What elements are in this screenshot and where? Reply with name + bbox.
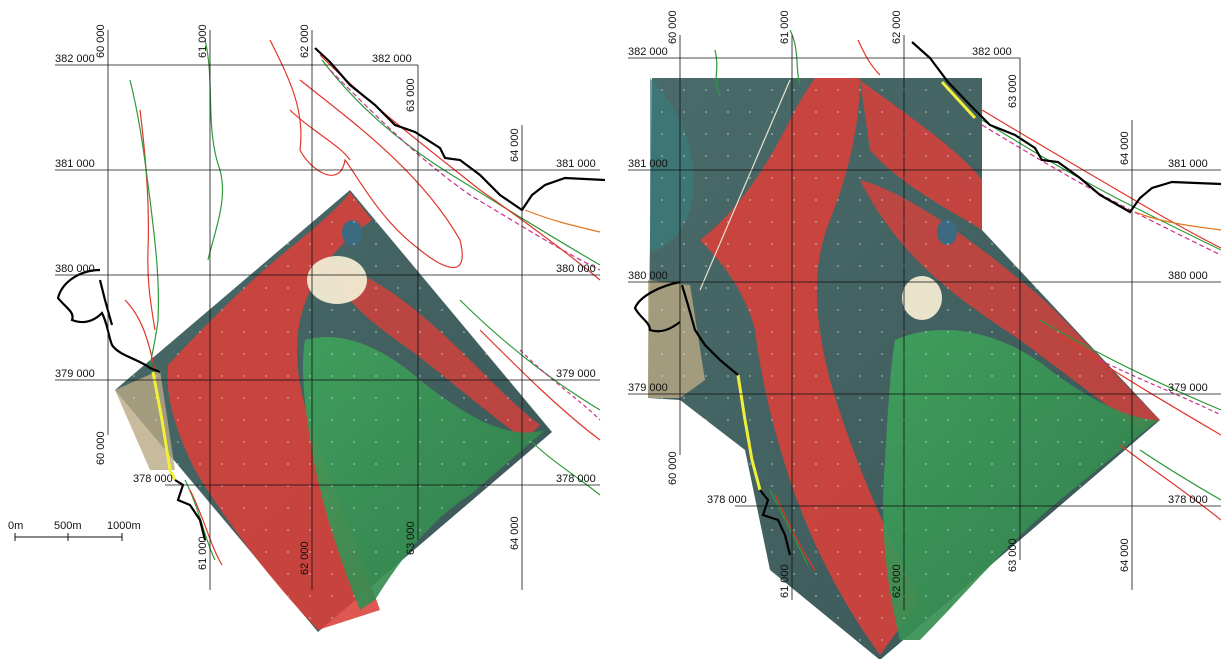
right-coastline-south: [759, 489, 792, 556]
left-contour-orange: [524, 209, 601, 233]
left-coastline-west: [56, 268, 161, 374]
left-northing-label-right: 379 000: [556, 368, 596, 380]
left-grid: [55, 30, 600, 590]
right-grid: [628, 35, 1221, 610]
right-easting-label-bottom: 64 000: [1119, 538, 1131, 572]
left-easting-label-bottom: 63 000: [405, 521, 417, 555]
left-map: 382 000 381 000 380 000 379 000 378 000 …: [8, 24, 606, 632]
right-easting-label-bottom: 61 000: [779, 564, 791, 598]
right-northing-label-right: 382 000: [972, 46, 1012, 58]
left-easting-label-bottom: 64 000: [509, 516, 521, 550]
right-overlay-yellow-north: [940, 80, 977, 120]
right-contour-green-nw: [714, 49, 721, 96]
right-easting-label: 60 000: [667, 10, 679, 44]
right-overlay-transect: [699, 79, 791, 291]
right-contour-red-sw: [774, 494, 816, 571]
right-northing-label: 378 000: [707, 494, 747, 506]
right-easting-label-bottom: 60 000: [667, 451, 679, 485]
scale-bar-label: 500m: [54, 520, 82, 532]
right-coastline-inlet: [680, 284, 739, 376]
right-easting-label: 64 000: [1119, 131, 1131, 165]
left-easting-label-bottom: 60 000: [95, 431, 107, 465]
left-coastline-south: [174, 479, 207, 541]
right-contour-green-coast: [981, 119, 1221, 251]
left-overlay-dots: [115, 190, 552, 632]
left-contour-green-west: [129, 79, 160, 371]
left-contour-green-east: [459, 299, 601, 411]
right-northing-label: 379 000: [628, 382, 668, 394]
right-coastline: [633, 41, 1221, 556]
scale-bar-label: 1000m: [107, 520, 141, 532]
left-contour-red-inner: [289, 109, 351, 161]
right-map: 382 000 381 000 380 000 379 000 378 000 …: [628, 10, 1221, 659]
right-northing-label: 380 000: [628, 270, 668, 282]
right-contour-red-se: [1119, 444, 1221, 521]
left-easting-label-bottom: 61 000: [197, 536, 209, 570]
right-coastline-north: [911, 41, 1221, 214]
left-coastline: [56, 47, 606, 541]
left-northing-label: 378 000: [133, 473, 173, 485]
right-easting-label: 62 000: [891, 10, 903, 44]
left-contour-red-east: [479, 329, 601, 441]
left-northing-label: 381 000: [55, 158, 95, 170]
left-coastline-inlet: [98, 279, 114, 326]
left-coastline-north: [314, 47, 606, 212]
left-northing-label: 382 000: [55, 53, 95, 65]
right-overlay-image: [648, 78, 1160, 659]
right-easting-label: 61 000: [779, 10, 791, 44]
right-contour-green-n: [789, 29, 801, 86]
left-contour-red-north: [269, 39, 463, 268]
right-contour-green-sw: [769, 489, 809, 566]
right-contour-red-east: [1059, 334, 1221, 436]
right-contour-green-se: [1139, 449, 1221, 501]
left-overlay-image: [115, 190, 552, 632]
right-northing-label: 382 000: [628, 46, 668, 58]
left-easting-label: 64 000: [509, 128, 521, 162]
left-northing-label: 379 000: [55, 368, 95, 380]
right-northing-label-right: 380 000: [1168, 270, 1208, 282]
left-northing-label-right: 382 000: [372, 53, 412, 65]
right-easting-label-bottom: 62 000: [891, 564, 903, 598]
left-easting-label: 62 000: [299, 24, 311, 58]
left-contour-green-se: [529, 439, 601, 496]
left-easting-label-bottom: 62 000: [299, 541, 311, 575]
right-northing-label-right: 379 000: [1168, 382, 1208, 394]
left-contour-red-west: [139, 109, 156, 331]
right-contour-magenta-east: [1099, 359, 1221, 416]
left-contour-red-sw: [124, 299, 156, 371]
left-northing-label-right: 380 000: [556, 263, 596, 275]
right-northing-label-right: 381 000: [1168, 158, 1208, 170]
left-contour-magenta-east: [519, 349, 601, 421]
scale-bar-label: 0m: [8, 520, 23, 532]
right-overlay-yellow-line: [736, 374, 762, 491]
left-easting-label: 61 000: [197, 24, 209, 58]
right-coastline-west: [633, 280, 681, 333]
right-northing-label: 381 000: [628, 158, 668, 170]
left-easting-label: 63 000: [405, 78, 417, 112]
left-northing-label-right: 378 000: [556, 473, 596, 485]
left-northing-label-right: 381 000: [556, 158, 596, 170]
left-easting-label: 60 000: [95, 24, 107, 58]
scale-bar: 0m 500m 1000m: [8, 520, 141, 541]
left-northing-label: 380 000: [55, 263, 95, 275]
left-contour-red-sw2: [189, 489, 223, 566]
right-contour-orange: [1134, 211, 1221, 231]
right-contour-red-coast: [981, 109, 1221, 249]
right-northing-label-right: 378 000: [1168, 494, 1208, 506]
right-contours: [714, 29, 1221, 571]
right-easting-label-bottom: 63 000: [1007, 538, 1019, 572]
right-easting-label: 63 000: [1007, 74, 1019, 108]
left-overlay-yellow-line: [151, 371, 177, 481]
right-labels: 382 000 381 000 380 000 379 000 378 000 …: [628, 10, 1208, 598]
left-contour-magenta-coast: [329, 69, 601, 271]
left-contour-green-mid: [204, 39, 224, 261]
right-contour-red-n: [857, 39, 881, 76]
right-contour-green-east: [1039, 319, 1221, 411]
left-contour-green-coast: [321, 59, 601, 266]
left-labels: 382 000 381 000 380 000 379 000 378 000 …: [55, 24, 596, 575]
